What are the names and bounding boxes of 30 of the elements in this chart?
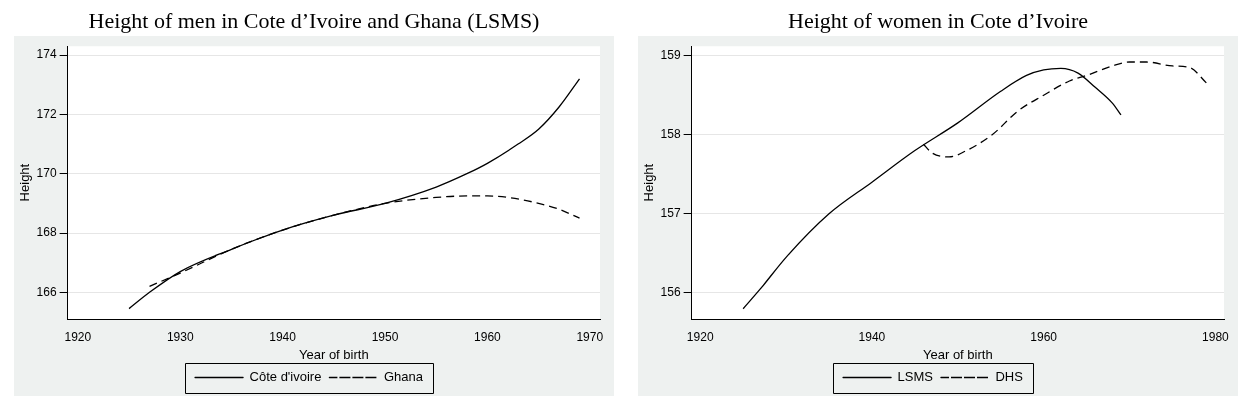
x-tick-label: 1940: [858, 329, 886, 344]
x-axis-title: Year of birth: [923, 346, 993, 362]
y-tick-label: 166: [36, 284, 57, 299]
y-tick-label: 168: [36, 225, 57, 240]
x-tick-label: 1960: [474, 329, 502, 344]
legend-label: DHS: [995, 369, 1024, 385]
legend-label: Côte d'ivoire: [249, 369, 322, 385]
x-tick-label: 1930: [166, 329, 194, 344]
y-tick-label: 159: [660, 48, 681, 62]
y-tick-label: 172: [36, 106, 57, 121]
legend-label: Ghana: [383, 369, 424, 385]
y-axis-title: Height: [17, 163, 33, 202]
x-tick-label: 1950: [371, 329, 399, 344]
y-tick-label: 157: [660, 206, 681, 221]
x-tick-label: 1980: [1202, 329, 1230, 344]
x-axis-title: Year of birth: [299, 346, 369, 362]
chart-title: Height of men in Cote d’Ivoire and Ghana (LSMS): [87, 8, 541, 35]
y-tick-label: 174: [36, 47, 57, 62]
line-series: [128, 78, 581, 310]
x-tick-label: 1920: [686, 329, 714, 344]
y-axis-title: Height: [641, 163, 657, 202]
x-tick-label: 1920: [64, 329, 92, 344]
chart-title: Height of women in Cote d’Ivoire: [787, 8, 1089, 35]
legend-label: LSMS: [897, 369, 934, 385]
x-tick-label: 1940: [269, 329, 297, 344]
y-tick-label: 156: [660, 285, 681, 300]
x-tick-label: 1970: [576, 329, 604, 344]
y-tick-label: 158: [660, 127, 681, 142]
x-tick-label: 1960: [1030, 329, 1058, 344]
y-tick-label: 170: [36, 166, 57, 181]
